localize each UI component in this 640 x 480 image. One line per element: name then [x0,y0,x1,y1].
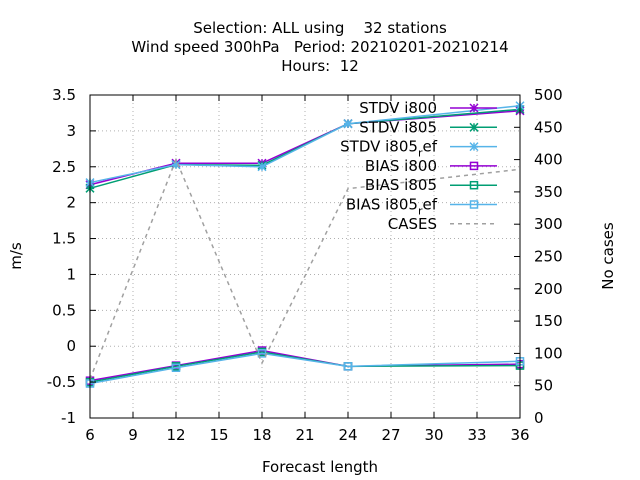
y-tick-label: 2.5 [52,158,76,176]
legend-label-subscript: r [418,205,423,218]
series-line [89,108,521,190]
y-axis-label: m/s [7,242,25,270]
legend-label-part: STDV i805 [340,138,418,156]
data-point [171,363,181,373]
series-bias-i805-ref [85,349,525,388]
y-tick-label: -1 [61,409,76,427]
x-tick-label: 21 [295,426,314,444]
point-stroke [469,122,479,132]
point-stroke [469,103,479,113]
x-tick-label: 15 [209,426,228,444]
title-line-2: Wind speed 300hPa Period: 20210201-20210… [131,38,508,56]
data-point [343,362,353,371]
legend-entry: BIAS i805 [365,176,497,194]
data-point [469,200,479,209]
x-tick-label: 12 [166,426,185,444]
data-point [469,103,479,113]
point-stroke [257,162,267,172]
legend-entry: STDV i805ref [340,138,497,160]
data-point [343,119,353,129]
y-tick-label: 0.5 [52,301,76,319]
x-tick-label: 30 [424,426,443,444]
legend-label: STDV i805 [359,118,437,136]
point-stroke [343,119,353,129]
x-tick-label: 18 [252,426,271,444]
legend-label: STDV i805ref [340,138,438,160]
y-tick-label: 2 [66,194,76,212]
y2-tick-label: 400 [534,151,563,169]
x-tick-label: 6 [85,426,95,444]
y2-tick-label: 300 [534,215,563,233]
x-tick-label: 27 [381,426,400,444]
y2-tick-label: 250 [534,248,563,266]
y-tick-label: 1 [66,265,76,283]
title-line-3: Hours: 12 [281,57,359,75]
y2-axis-label: No cases [599,222,617,290]
legend-label-part: ef [422,138,437,156]
axes: 6 9 12 15 18 21 24 27 30 33 36 -1 -0.5 0 0.5 1 1.5 2 2.5 3 3… [7,86,617,476]
x-tick-label: 33 [467,426,486,444]
series-line [89,351,521,383]
legend-label: BIAS i805ref [346,196,438,218]
data-point [469,142,479,152]
legend-entry: CASES [388,215,497,233]
series-line [89,157,521,380]
legend-entry: STDV i800 [359,99,497,117]
series-lines [85,101,525,388]
legend-label: BIAS i800 [365,157,437,175]
legend-label: BIAS i805 [365,176,437,194]
y-tick-label: 1.5 [52,230,76,248]
y-tick-label: 3.5 [52,86,76,104]
x-tick-label: 36 [510,426,529,444]
legend-entry: BIAS i805ref [346,196,497,218]
data-point [469,122,479,132]
y-tick-label: -0.5 [47,373,76,391]
series-cases [89,157,521,380]
y2-tick-label: 500 [534,86,563,104]
y2-tick-label: 150 [534,312,563,330]
y2-tick-label: 200 [534,280,563,298]
title-line-1: Selection: ALL using 32 stations [193,19,447,37]
legend-entry: STDV i805 [359,118,497,136]
y-tick-label: 3 [66,122,76,140]
x-tick-label: 24 [338,426,357,444]
x-tick-label: 9 [128,426,138,444]
x-axis-label: Forecast length [262,458,378,476]
legend-label-part: BIAS i805 [346,196,418,214]
y2-tick-label: 350 [534,183,563,201]
y2-tick-label: 100 [534,344,563,362]
y-tick-label: 0 [66,337,76,355]
point-stroke [469,142,479,152]
series-line [89,352,521,385]
y2-tick-label: 0 [534,409,544,427]
data-point [257,349,267,358]
legend-label-part: ef [422,196,437,214]
y2-tick-label: 450 [534,118,563,136]
legend-entry: BIAS i800 [365,157,497,175]
legend-label-subscript: r [418,147,423,160]
legend-label: CASES [388,215,437,233]
data-point [257,162,267,172]
data-point [469,180,479,190]
data-point [469,161,479,171]
y2-tick-label: 50 [534,377,553,395]
legend-label: STDV i800 [359,99,437,117]
